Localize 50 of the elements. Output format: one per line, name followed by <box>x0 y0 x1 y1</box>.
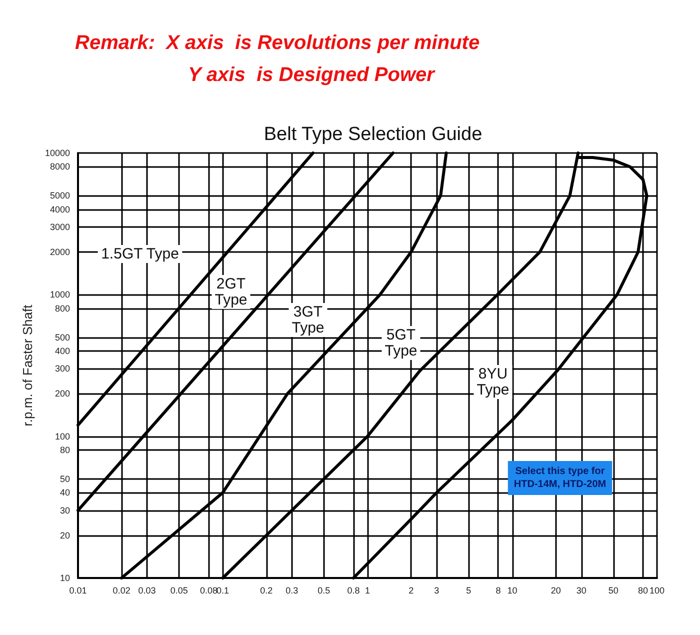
x-tick-label: 0.01 <box>69 586 87 596</box>
y-tick-label: 40 <box>60 488 70 498</box>
x-tick-label: 0.08 <box>200 586 218 596</box>
annotation: 2GT Type <box>214 276 248 308</box>
x-tick-label: 0.03 <box>138 586 156 596</box>
y-tick-label: 20 <box>60 530 70 540</box>
annotation: 3GT Type <box>292 304 324 336</box>
text: Y axis is Designed Power <box>188 64 436 86</box>
y-tick-label: 4000 <box>50 204 70 214</box>
x-tick-label: 10 <box>507 586 518 596</box>
x-tick-label: 2 <box>408 586 414 596</box>
chart-title: Belt Type Selection Guide <box>264 124 482 145</box>
x-tick-label: 0.02 <box>112 586 130 596</box>
y-tick-label: 5000 <box>50 190 70 201</box>
x-tick-label: 0.8 <box>347 586 360 596</box>
y-tick-label: 300 <box>54 364 70 374</box>
annotation: 8YU Type <box>476 366 510 398</box>
y-tick-label: 10 <box>60 573 70 583</box>
y-tick-label: 500 <box>54 332 70 342</box>
x-tick-label: 0.3 <box>286 586 298 596</box>
x-tick-label: 5 <box>466 586 472 596</box>
y-tick-label: 80 <box>60 445 70 456</box>
x-tick-label: 30 <box>576 586 586 596</box>
x-tick-label: 100 <box>649 586 665 596</box>
text: Remark: X axis is Revolutions per minute <box>75 32 480 54</box>
x-tick-label: 0.5 <box>318 586 330 596</box>
x-tick-label: 0.1 <box>216 586 230 596</box>
y-tick-label: 200 <box>54 388 70 399</box>
x-tick-label: 3 <box>434 586 440 596</box>
x-tick-label: 0.05 <box>170 586 188 596</box>
y-tick-label: 50 <box>60 474 70 484</box>
x-tick-label: 1 <box>364 586 370 596</box>
y-tick-label: 2000 <box>50 247 70 258</box>
annotation: 5GT Type <box>384 326 418 360</box>
y-tick-label: 8000 <box>50 162 70 172</box>
x-tick-label: 8 <box>496 586 501 596</box>
x-tick-label: 80 <box>638 586 648 596</box>
annotation: Select this type for HTD-14M, HTD-20M <box>514 466 606 490</box>
y-tick-label: 10000 <box>44 148 70 158</box>
y-tick-label: 30 <box>60 505 70 516</box>
y-tick-label: 800 <box>54 303 70 314</box>
x-tick-label: 50 <box>608 586 618 596</box>
x-tick-label: 0.2 <box>260 586 273 596</box>
y-tick-label: 100 <box>54 431 70 442</box>
y-tick-label: 1000 <box>50 290 70 300</box>
y-tick-label: 400 <box>54 346 70 356</box>
annotation: 1.5GT Type <box>101 246 179 262</box>
x-tick-label: 20 <box>550 586 561 596</box>
y-tick-label: 3000 <box>50 222 70 232</box>
y-axis-title: r.p.m. of Faster Shaft <box>20 304 35 426</box>
